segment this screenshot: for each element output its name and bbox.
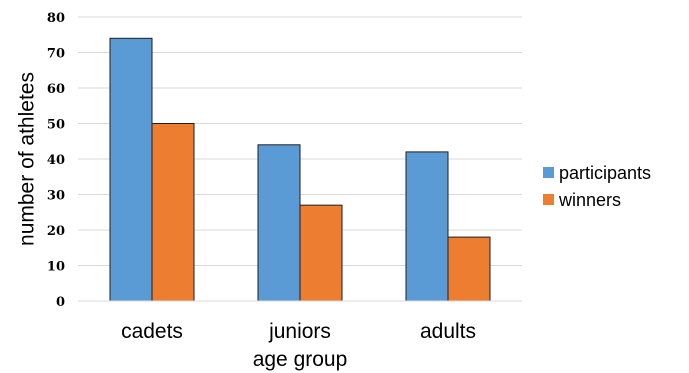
legend-swatch-participants — [543, 167, 554, 178]
x-tick-label: adults — [420, 320, 476, 343]
y-tick-label: 60 — [47, 82, 65, 97]
legend-swatch-winners — [543, 194, 554, 205]
legend-label-winners: winners — [558, 190, 621, 210]
legend: participants winners — [543, 163, 651, 210]
y-tick-label: 50 — [47, 118, 65, 133]
y-tick-label: 0 — [56, 295, 65, 310]
y-tick-label: 10 — [47, 260, 65, 275]
x-tick-label: cadets — [121, 320, 183, 343]
bars — [109, 37, 491, 302]
bar-winners-cadets — [151, 123, 195, 302]
bar-winners-adults — [447, 236, 491, 302]
y-tick-label: 30 — [47, 189, 65, 204]
bar-winners-juniors — [299, 204, 343, 302]
x-axis-ticks: cadets juniors adults — [121, 320, 476, 343]
y-tick-label: 80 — [47, 11, 65, 26]
bar-participants-juniors — [257, 144, 301, 302]
bar-participants-adults — [405, 151, 449, 302]
y-axis-title: number of athletes — [16, 72, 39, 246]
y-axis-ticks: 0 10 20 30 40 50 60 70 80 — [47, 11, 65, 310]
x-tick-label: juniors — [268, 320, 331, 343]
y-tick-label: 40 — [47, 153, 65, 168]
x-axis-title: age group — [253, 348, 348, 371]
bar-participants-cadets — [109, 37, 153, 302]
y-tick-label: 70 — [47, 47, 65, 62]
legend-label-participants: participants — [559, 163, 651, 183]
y-tick-label: 20 — [47, 224, 65, 239]
